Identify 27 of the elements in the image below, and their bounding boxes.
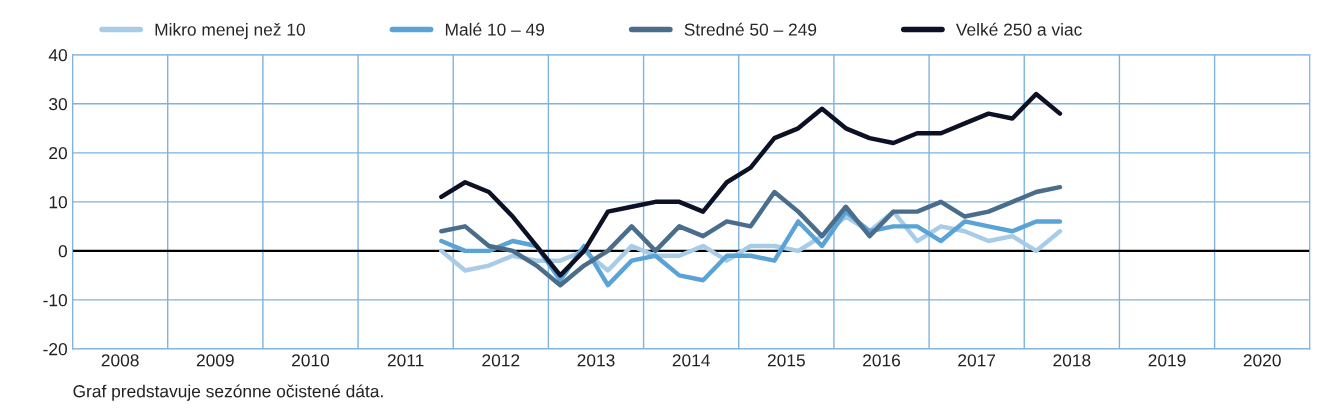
y-tick-label: 0 [58, 245, 68, 258]
x-tick-label: 2010 [292, 354, 330, 367]
y-tick-label: 20 [49, 147, 68, 160]
x-tick-label: 2008 [101, 354, 139, 367]
x-tick-label: 2017 [958, 354, 996, 367]
text: Graf predstavuje sezónne očistené dáta. [73, 384, 383, 401]
x-tick-label: 2013 [577, 354, 615, 367]
x-tick-label: 2009 [196, 354, 234, 367]
y-tick-label: 30 [49, 97, 68, 111]
legend-label: Mikro menej než 10 [155, 22, 305, 40]
y-tick-label: 10 [49, 196, 68, 209]
x-tick-label: 2018 [1053, 354, 1091, 367]
y-tick-label: 40 [48, 48, 68, 62]
legend-label: Velké 250 a viac [955, 22, 1082, 36]
x-tick-label: 2016 [863, 354, 901, 367]
line-series [439, 184, 1063, 288]
x-tick-label: 2015 [767, 354, 805, 367]
legend-label: Stredné 50 – 249 [684, 22, 817, 36]
line-series [439, 91, 1063, 278]
legend-label: Malé 10 – 49 [445, 22, 545, 36]
x-tick-label: 2012 [482, 354, 520, 367]
x-tick-label: 2011 [387, 354, 424, 367]
x-tick-label: 2020 [1243, 354, 1281, 367]
y-tick-label: -10 [43, 294, 68, 307]
y-tick-label: -20 [43, 343, 68, 356]
x-tick-label: 2019 [1148, 354, 1186, 367]
x-tick-label: 2014 [672, 354, 710, 367]
